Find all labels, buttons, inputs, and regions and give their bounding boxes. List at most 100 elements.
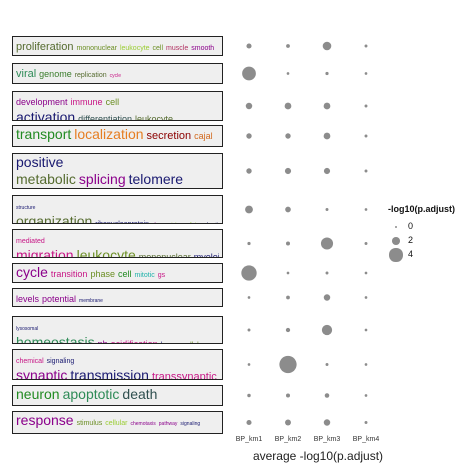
dot-point: [323, 102, 331, 110]
term-word: leukocyte: [119, 45, 150, 52]
term-word: mononuclear: [138, 251, 191, 258]
term-word: signaling: [180, 421, 201, 427]
dot-point: [364, 44, 368, 48]
dot-point: [285, 393, 291, 398]
dot-point: [322, 41, 332, 51]
x-tick-label: BP_km1: [236, 436, 263, 443]
term-line: synaptic transmission transsynaptic: [16, 368, 219, 380]
term-word: mononuclear: [76, 45, 117, 52]
term-word: proliferation: [16, 41, 74, 53]
term-word: ph: [97, 338, 108, 344]
dot-point: [245, 102, 253, 110]
legend-dot: [394, 225, 398, 229]
term-word: leukocyte: [76, 247, 136, 258]
term-word: transport: [16, 127, 72, 142]
dot-point: [285, 133, 291, 139]
term-word: transition: [50, 269, 88, 279]
term-word: differentiation: [78, 113, 133, 121]
term-word: cycle: [109, 73, 122, 79]
dot-point: [364, 72, 368, 75]
term-word: organization: [16, 213, 93, 224]
dot-point: [364, 421, 368, 424]
dot-point: [286, 295, 290, 300]
term-box: neuron apoptotic death: [12, 385, 223, 406]
term-word: ribonucleoprotein: [95, 221, 149, 223]
legend-label: 0: [408, 221, 414, 231]
legend-entry: 0: [388, 220, 472, 234]
dot-point: [247, 296, 251, 299]
term-word: leukocyte: [135, 113, 174, 121]
dot-point: [241, 265, 257, 281]
dot-point: [364, 394, 368, 397]
term-word: structure: [16, 205, 36, 211]
term-line: transport localization secretion cajal: [16, 127, 219, 144]
term-box: levels potential membrane: [12, 288, 223, 307]
dot-point: [245, 205, 253, 214]
term-word: positive: [16, 155, 64, 170]
dot-point: [247, 393, 251, 398]
term-word: apoptotic: [62, 387, 120, 402]
term-line: proliferation mononuclear leukocyte cell mus…: [16, 38, 219, 55]
term-word: localization: [74, 127, 144, 142]
term-word: mediated: [16, 238, 45, 245]
term-word: secretion: [146, 130, 192, 142]
term-box: chemical signaling synaptic transmission tra…: [12, 349, 223, 380]
term-box: viral genome replication cycle: [12, 63, 223, 84]
term-line: metabolic splicing telomere: [16, 171, 219, 188]
term-word: cell: [105, 97, 120, 107]
term-box: lysosomal homeostasisphacidificationlumen…: [12, 316, 223, 344]
dot-point: [246, 168, 252, 174]
dot-point: [364, 242, 368, 245]
dot-point: [364, 363, 368, 366]
term-word: viral: [16, 68, 37, 80]
legend-label: 4: [408, 249, 414, 259]
dot-point: [364, 271, 368, 275]
dot-point: [321, 324, 333, 336]
term-box: response stimulus cellular chemotaxis pathwa…: [12, 411, 223, 434]
term-word: cycle: [16, 265, 48, 280]
term-box: cycle transition phase cell mitotic gs: [12, 263, 223, 283]
term-line: cycle transition phase cell mitotic gs: [16, 265, 219, 282]
x-axis-label: average -log10(p.adjust): [252, 449, 384, 463]
dot-point: [286, 44, 290, 48]
term-line: structure: [16, 197, 219, 214]
term-word: cellular: [105, 420, 128, 427]
dot-point: [285, 327, 291, 333]
term-word: transsynaptic: [151, 370, 217, 380]
dot-point: [364, 169, 368, 173]
wordcloud-panel: proliferation mononuclear leukocyte cell mus…: [12, 36, 223, 434]
term-word: genome: [39, 69, 72, 79]
term-word: stimulus: [76, 420, 103, 427]
term-word: homeostasis: [16, 334, 95, 344]
term-line: migrationleukocytemononuclearmyeloid: [16, 247, 219, 258]
term-word: death: [122, 387, 158, 402]
term-line: homeostasisphacidificationlumencellular: [16, 334, 219, 344]
term-word: levels: [16, 294, 40, 304]
term-word: muscle: [166, 45, 189, 52]
term-word: subunit: [202, 222, 218, 223]
dot-point: [286, 271, 290, 275]
legend-label: 2: [408, 235, 414, 245]
term-word: potential: [42, 294, 77, 304]
term-word: intermediate: [171, 222, 199, 223]
dot-point: [285, 419, 291, 426]
term-line: levels potential membrane: [16, 290, 219, 306]
legend-entry: 2: [388, 234, 472, 248]
term-word: signaling: [46, 358, 75, 365]
term-word: cell: [152, 45, 164, 52]
term-line: chemical signaling: [16, 351, 219, 368]
dot-point: [246, 419, 252, 426]
legend-title: -log10(p.adjust): [388, 204, 455, 214]
term-box: mediated migration leukocyte mononuclear mye…: [12, 229, 223, 258]
term-word: metabolic: [16, 171, 76, 187]
term-word: change: [152, 222, 168, 223]
dot-point: [247, 328, 251, 332]
dot-point: [325, 363, 329, 366]
dot-point: [284, 167, 292, 175]
term-word: development: [16, 97, 68, 107]
dot-point: [323, 419, 331, 426]
term-line: response stimulus cellular chemotaxis pathwa…: [16, 413, 219, 430]
term-word: chemotaxis: [130, 421, 156, 427]
term-word: telomere: [128, 171, 184, 187]
